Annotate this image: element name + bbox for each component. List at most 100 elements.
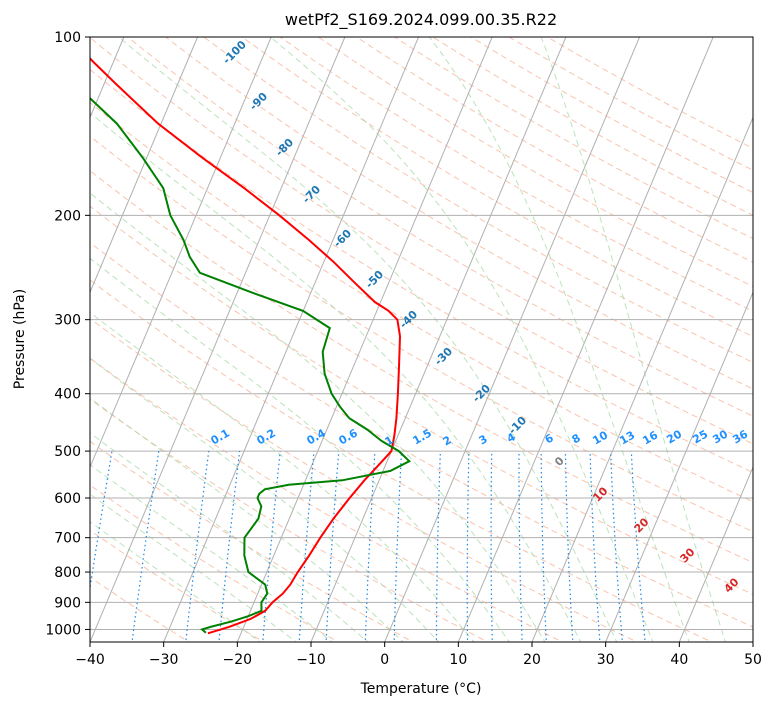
temperature-line <box>90 57 402 635</box>
dry-adiabat <box>90 279 713 642</box>
dry-adiabat <box>203 37 753 364</box>
isotherm-line <box>236 37 493 642</box>
moist-adiabat <box>90 464 333 642</box>
plot-frame <box>89 36 754 643</box>
mixing-ratio-label: 8 <box>570 431 583 446</box>
mixing-ratio-label: 10 <box>590 428 610 447</box>
dry-adiabat <box>508 37 753 171</box>
isotherm-line <box>90 37 199 294</box>
mixing-ratio-line <box>564 451 574 642</box>
isotherm-line <box>457 37 714 642</box>
dry-adiabat <box>279 37 753 312</box>
mixing-ratio-line <box>185 451 210 642</box>
isotherm-label: -20 <box>470 382 493 405</box>
moist-adiabat <box>90 192 546 642</box>
isotherm-line <box>163 37 420 642</box>
dry-adiabat <box>470 37 753 194</box>
mixing-ratio-line <box>218 451 241 642</box>
dry-adiabat <box>546 37 753 149</box>
y-axis-title: Pressure (hPa) <box>12 289 28 389</box>
y-tick-label: 700 <box>54 531 81 547</box>
y-tick-label: 600 <box>54 491 81 507</box>
moist-adiabat <box>90 432 369 642</box>
mixing-ratio-line <box>298 451 315 642</box>
dry-adiabat <box>127 37 753 417</box>
isotherm-label: 10 <box>591 484 611 504</box>
moist-adiabat <box>90 521 262 642</box>
isotherm-label: -100 <box>220 38 249 67</box>
y-tick-label: 500 <box>54 444 81 460</box>
x-tick-label: −10 <box>296 652 326 668</box>
mixing-ratio-line <box>131 451 160 642</box>
dry-adiabat <box>90 398 489 642</box>
isotherm-line <box>310 37 567 642</box>
mixing-ratio-line <box>466 451 470 642</box>
x-tick-label: 0 <box>380 652 389 668</box>
mixing-ratio-line <box>518 451 523 642</box>
mixing-ratio-line <box>364 451 376 642</box>
isotherm-label: 30 <box>678 545 698 565</box>
x-tick-label: −20 <box>223 652 253 668</box>
isotherm-label: -40 <box>397 308 420 331</box>
moist-adiabat <box>118 37 618 642</box>
mixing-ratio-label: 1.5 <box>411 426 434 447</box>
isotherm-line <box>531 116 753 642</box>
moist-adiabat <box>90 397 404 642</box>
dewpoint-line <box>90 96 412 634</box>
isotherm-label: -80 <box>273 136 296 159</box>
mixing-ratio-line <box>490 451 493 642</box>
x-tick-label: −30 <box>149 652 179 668</box>
dry-adiabat <box>90 101 753 503</box>
isotherm-line <box>752 640 753 642</box>
mixing-ratio-label: 0.1 <box>209 426 232 447</box>
mixing-ratio-line <box>610 451 624 642</box>
mixing-ratio-line <box>262 451 281 642</box>
isotherm-line <box>384 37 641 642</box>
isotherm-label: -30 <box>432 345 455 368</box>
y-tick-label: 800 <box>54 565 81 581</box>
mixing-ratio-label: 16 <box>640 428 660 447</box>
dry-adiabat <box>90 37 753 445</box>
moist-adiabat <box>90 311 475 642</box>
y-tick-label: 400 <box>54 387 81 403</box>
moist-adiabat <box>90 257 511 642</box>
mixing-ratio-line <box>90 450 113 592</box>
isotherm-label: -90 <box>247 90 270 113</box>
isotherm-label: -50 <box>363 268 386 291</box>
x-tick-label: 50 <box>744 652 762 668</box>
dry-adiabat <box>90 170 753 564</box>
mixing-ratio-line <box>435 451 441 642</box>
dry-adiabat <box>432 37 753 216</box>
isotherm-line <box>678 465 753 642</box>
y-tick-label: 1000 <box>45 622 81 638</box>
isotherm-label: -60 <box>331 227 354 250</box>
moist-adiabat <box>90 357 440 642</box>
x-tick-label: 30 <box>597 652 615 668</box>
x-tick-label: −40 <box>75 652 105 668</box>
mixing-ratio-label: 0.2 <box>255 426 278 447</box>
x-tick-label: 20 <box>523 652 541 668</box>
x-tick-label: 40 <box>670 652 688 668</box>
x-tick-label: 10 <box>449 652 467 668</box>
chart-title: wetPf2_S169.2024.099.00.35.R22 <box>285 10 557 30</box>
moist-adiabat <box>90 493 298 642</box>
mixing-ratio-label: 2 <box>441 433 454 448</box>
dry-adiabat <box>90 135 753 533</box>
mixing-ratio-line <box>589 451 601 642</box>
moist-adiabat <box>428 37 690 642</box>
mixing-ratio-line <box>540 451 547 642</box>
dry-adiabat <box>90 205 753 595</box>
dry-adiabat <box>318 37 753 288</box>
isotherm-line <box>605 291 753 642</box>
mixing-ratio-line <box>393 451 403 642</box>
background-lines <box>90 37 753 642</box>
dry-adiabat <box>90 317 639 642</box>
mixing-ratio-line <box>325 451 340 642</box>
isotherm-label: 20 <box>632 515 652 535</box>
y-tick-label: 200 <box>54 208 81 224</box>
isotherm-label: 0 <box>552 454 567 469</box>
isotherm-label: 40 <box>722 575 742 595</box>
isotherm-line <box>90 37 272 469</box>
dry-adiabat <box>90 440 414 642</box>
